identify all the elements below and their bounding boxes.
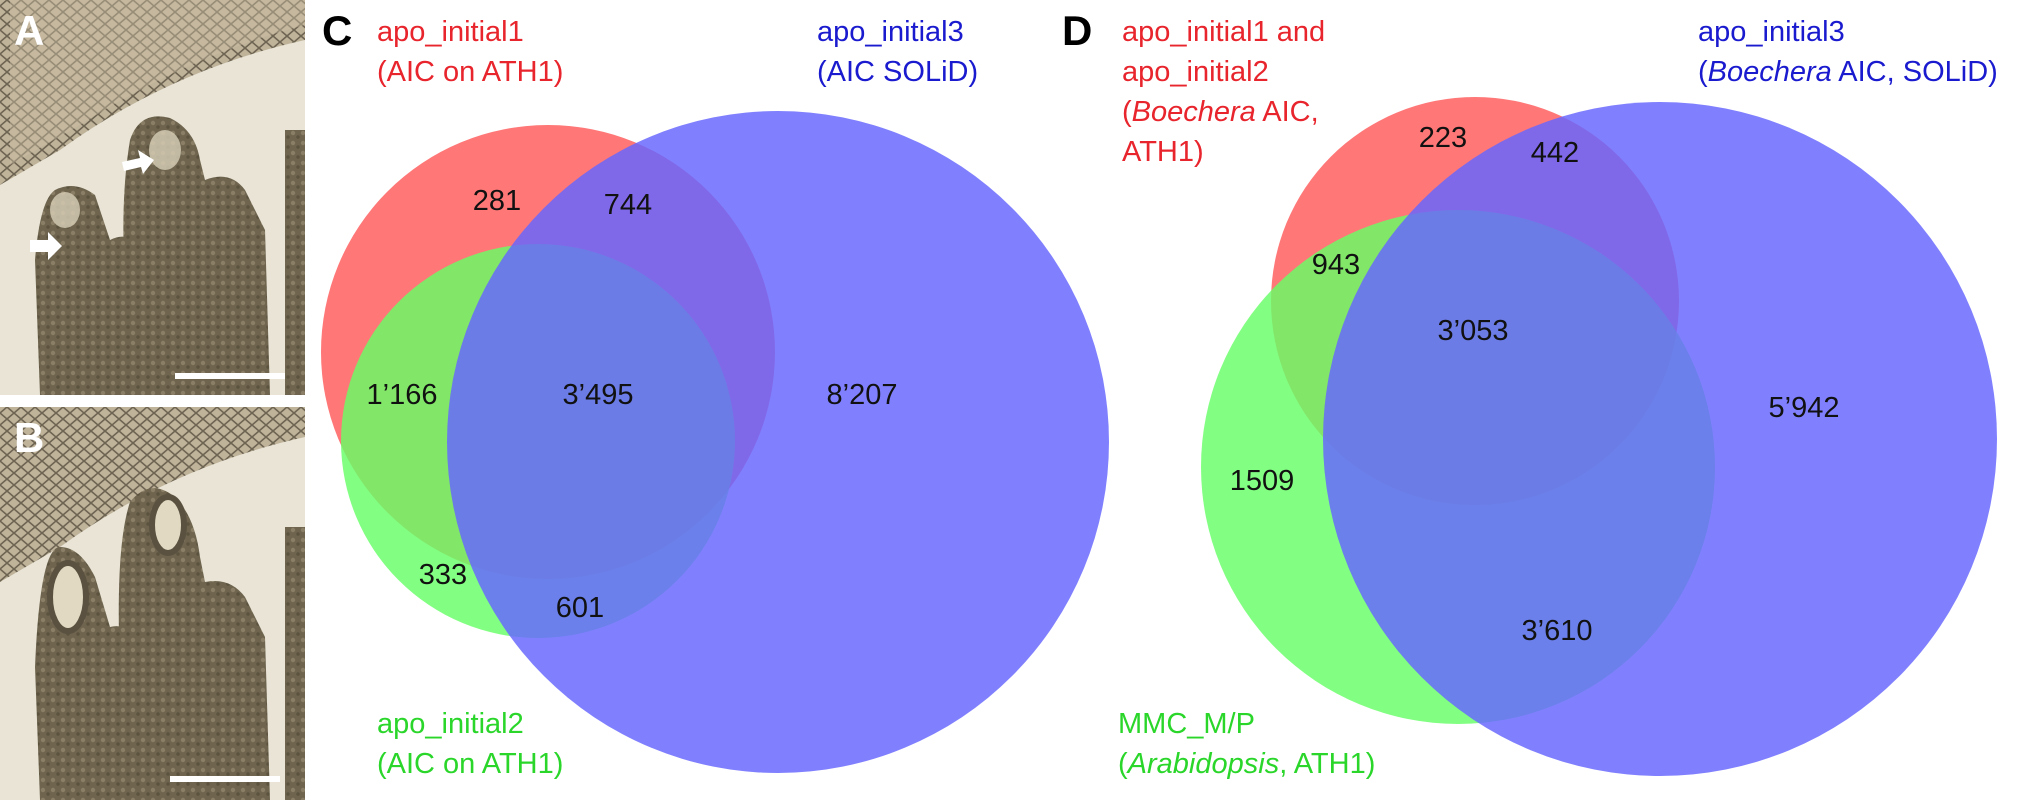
venn-d-label-mmc-desc-rest: , ATH1) (1279, 748, 1376, 780)
venn-c-count-only-3: 8’207 (827, 379, 898, 411)
panel-letter-c: C (322, 7, 353, 54)
venn-d-circle-apo-initial3 (1323, 102, 1997, 776)
venn-d-count-all-three: 3’053 (1438, 315, 1509, 347)
venn-d-count-only-12: 223 (1419, 122, 1467, 154)
venn-c-count-1-and-2: 1’166 (367, 379, 438, 411)
venn-c-label-apo-initial2: apo_initial2 (AIC on ATH1) (377, 704, 563, 784)
venn-c-label-apo-initial3-desc: (AIC SOLiD) (817, 56, 979, 88)
venn-d: 223 442 943 3’053 1509 5’942 3’610 (1201, 97, 1997, 776)
venn-d-count-only-mmc: 1509 (1230, 465, 1295, 497)
venn-c: 281 744 1’166 3’495 8’207 333 601 (321, 111, 1109, 773)
venn-d-label-boechera-italic: Boechera (1131, 96, 1256, 128)
venn-c-count-all-three: 3’495 (563, 379, 634, 411)
micrograph-b-image (0, 407, 305, 800)
venn-d-count-12-and-3: 442 (1531, 137, 1579, 169)
venn-c-count-2-and-3: 601 (556, 592, 604, 624)
micrograph-a-image (0, 0, 305, 395)
venn-c-label-apo-initial1: apo_initial1 (AIC on ATH1) (377, 12, 563, 92)
venn-c-label-apo-initial3-name: apo_initial3 (817, 16, 964, 48)
panel-letter-b: B (14, 414, 45, 461)
venn-c-count-1-and-3: 744 (604, 189, 652, 221)
venn-d-label-apo-initial1-2: apo_initial1 and apo_initial2 (Boechera … (1122, 12, 1325, 172)
venn-d-label-apo-initial1-2-line1: apo_initial1 and (1122, 16, 1326, 48)
venn-d-label-apo-initial3-name: apo_initial3 (1698, 16, 1845, 48)
venn-c-label-apo-initial2-name: apo_initial2 (377, 708, 524, 740)
arrow-icon (122, 150, 154, 174)
venn-d-label-arabidopsis-italic: Arabidopsis (1127, 748, 1280, 780)
venn-c-label-apo-initial3: apo_initial3 (AIC SOLiD) (817, 12, 978, 92)
venn-c-circle-apo-initial3 (447, 111, 1109, 773)
venn-d-count-mmc-and-3: 3’610 (1522, 615, 1593, 647)
scale-bar (175, 373, 285, 379)
venn-d-label-apo-initial3-desc: (Boechera AIC, SOLiD) (1698, 56, 1998, 88)
panel-letter-a: A (14, 7, 45, 54)
venn-d-label-mmc-desc: (Arabidopsis, ATH1) (1118, 748, 1376, 780)
venn-c-count-only-2: 333 (419, 559, 467, 591)
scale-bar (170, 776, 280, 782)
venn-d-label-apo-initial1-2-line2: apo_initial2 (1122, 56, 1269, 88)
panel-letter-d: D (1062, 7, 1093, 54)
venn-d-count-only-3: 5’942 (1769, 392, 1840, 424)
micrograph-panel-b: B (0, 407, 305, 800)
venn-c-label-apo-initial1-desc: (AIC on ATH1) (377, 56, 564, 88)
micrograph-panel-a: A (0, 0, 305, 395)
venn-d-label-apo-initial3: apo_initial3 (Boechera AIC, SOLiD) (1698, 12, 1998, 92)
venn-d-label-boechera-italic-2: Boechera (1707, 56, 1832, 88)
venn-c-count-only-1: 281 (473, 185, 521, 217)
venn-d-count-12-and-mmc: 943 (1312, 249, 1360, 281)
venn-d-label-apo-initial1-2-line3: (Boechera AIC, (1122, 96, 1319, 128)
venn-c-label-apo-initial1-name: apo_initial1 (377, 16, 524, 48)
venn-d-label-apo-initial3-desc-rest: AIC, SOLiD) (1831, 56, 1998, 88)
venn-d-label-mmc: MMC_M/P (Arabidopsis, ATH1) (1118, 704, 1375, 784)
venn-d-label-mmc-name: MMC_M/P (1118, 708, 1255, 740)
venn-c-label-apo-initial2-desc: (AIC on ATH1) (377, 748, 564, 780)
arrow-icon (30, 232, 62, 260)
venn-d-label-apo-initial1-2-line4: ATH1) (1122, 136, 1204, 168)
venn-d-label-apo-initial1-2-line3-rest: AIC, (1255, 96, 1319, 128)
